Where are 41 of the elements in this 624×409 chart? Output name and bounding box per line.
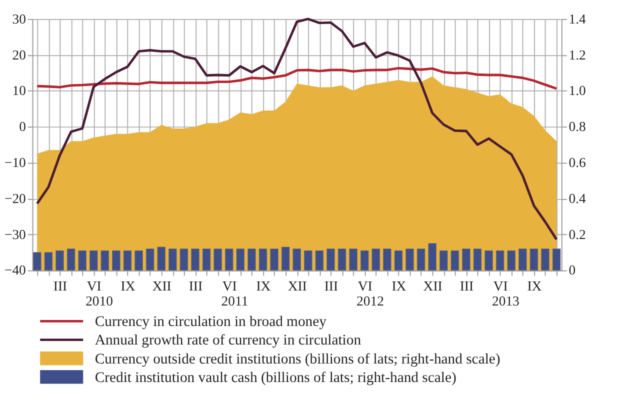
y-tick-label: −30 xyxy=(4,226,26,242)
text: 2010 xyxy=(86,294,114,309)
y-tick-label: 30 xyxy=(12,11,26,26)
y-tick-label: −10 xyxy=(4,155,26,170)
x-tick-label: IX xyxy=(120,278,136,294)
text: 2012 xyxy=(356,294,384,309)
x-tick-label: III xyxy=(324,278,338,294)
y2-tick-label: 1.4 xyxy=(568,11,586,26)
y2-tick-label: 1.2 xyxy=(568,47,586,62)
y-tick-label: −40 xyxy=(4,262,26,278)
text: 2011 xyxy=(221,294,248,309)
y-tick-label: 0 xyxy=(19,119,26,134)
x-tick-label: III xyxy=(460,278,474,294)
y2-tick-label: 0.4 xyxy=(568,190,586,206)
y-tick-label: 10 xyxy=(12,83,26,98)
x-tick-label: III xyxy=(188,278,203,294)
legend-label: Credit institution vault cash (billions of lats; right-hand scale) xyxy=(94,370,456,386)
x-tick-label: IX xyxy=(256,278,271,294)
legend-label: Currency in circulation in broad money xyxy=(94,314,328,330)
y-tick-label: −20 xyxy=(4,190,26,206)
y2-tick-label: 0.2 xyxy=(568,226,586,242)
y2-tick-label: 0 xyxy=(568,262,576,278)
x-tick-label: XII xyxy=(288,278,308,294)
x-tick-label: XII xyxy=(423,278,443,294)
line-series xyxy=(36,18,558,241)
line-series xyxy=(36,66,558,90)
x-tick-label: IX xyxy=(527,278,542,294)
x-tick-label: VI xyxy=(358,278,373,294)
x-tick-label: VI xyxy=(493,278,508,294)
x-tick-label: XII xyxy=(152,278,172,294)
legend-label: Annual growth rate of currency in circulation xyxy=(94,332,362,349)
legend-label: Currency outside credit institutions (billions of lats; right-hand scale) xyxy=(94,351,500,368)
x-tick-label: IX xyxy=(392,278,406,294)
x-tick-label: VI xyxy=(222,278,238,294)
text: 2013 xyxy=(492,294,520,309)
x-tick-label: III xyxy=(53,278,68,294)
y-tick-label: 20 xyxy=(12,47,26,62)
y2-tick-label: 0.8 xyxy=(568,119,586,134)
y2-tick-label: 1.0 xyxy=(568,83,586,98)
y2-tick-label: 0.6 xyxy=(568,155,586,170)
x-tick-label: VI xyxy=(86,278,102,294)
